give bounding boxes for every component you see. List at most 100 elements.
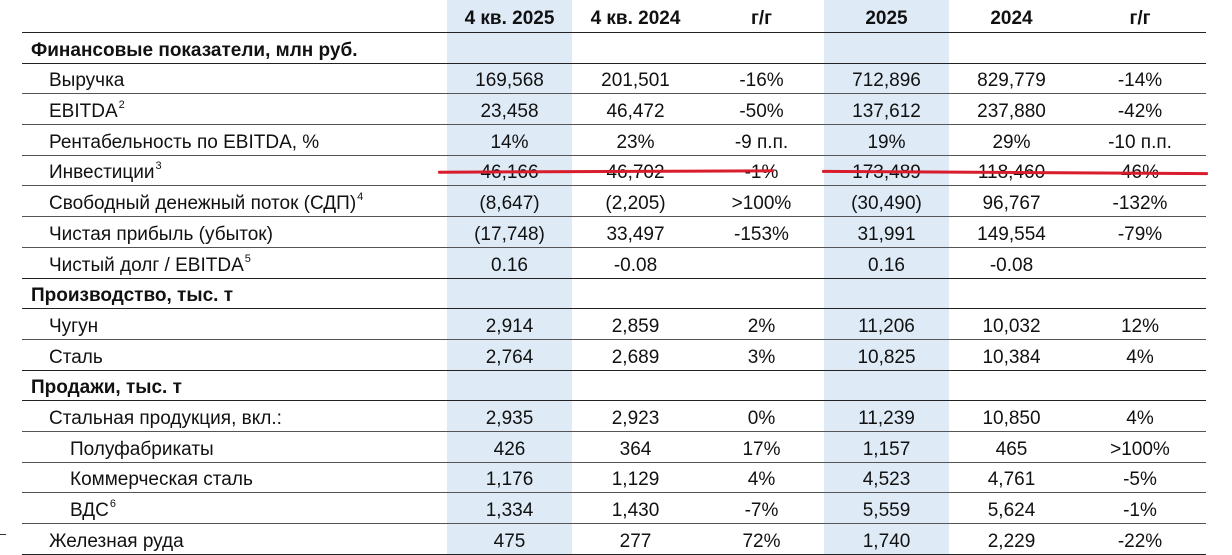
cell-yoy-quarter: -153%: [699, 216, 824, 248]
cell-q4-2025: 426: [447, 430, 572, 463]
cell-q4-2025: (8,647): [447, 185, 572, 217]
cell-fy-2025: 137,612: [824, 93, 949, 125]
cell-q4-2024: 23%: [572, 124, 699, 156]
cell-yoy-quarter: 17%: [699, 430, 824, 463]
cell-yoy-quarter: 3%: [699, 338, 824, 371]
cell-q4-2024: 33,497: [572, 216, 699, 248]
table-row-ebitda-margin: Рентабельность по EBITDA, % 14% 23% -9 п…: [22, 124, 1206, 156]
row-label: Чистая прибыль (убыток): [22, 216, 447, 248]
page-edge-mark: [0, 534, 6, 535]
row-label: Полуфабрикаты: [22, 430, 447, 463]
cell-fy-2025: 4,523: [824, 461, 949, 493]
table-row-steel-products: Стальная продукция, вкл.: 2,935 2,923 0%…: [22, 400, 1206, 432]
cell-q4-2024: 2,923: [572, 400, 699, 432]
header-fy-2024: 2024: [990, 8, 1033, 29]
table-row-steel: Сталь 2,764 2,689 3% 10,825 10,384 4%: [22, 338, 1206, 371]
cell-q4-2025: 14%: [447, 124, 572, 156]
cell-q4-2024: 2,689: [572, 338, 699, 371]
cell-yoy-year: -1%: [1074, 492, 1206, 524]
section-header-financial: Финансовые показатели, млн руб.: [22, 32, 1206, 64]
cell-yoy-year: 46%: [1074, 154, 1206, 186]
cell-q4-2024: 1,129: [572, 461, 699, 493]
cell-fy-2025: (30,490): [824, 185, 949, 217]
row-label: Чугун: [22, 308, 447, 340]
cell-fy-2024: 10,850: [949, 400, 1074, 432]
cell-fy-2024: 829,779: [949, 62, 1074, 94]
cell-fy-2024: 4,761: [949, 461, 1074, 493]
row-label: Инвестиции3: [22, 154, 447, 186]
section-title: Финансовые показатели, млн руб.: [22, 32, 447, 64]
cell-fy-2025: 5,559: [824, 492, 949, 524]
row-label: Коммерческая сталь: [22, 461, 447, 493]
row-label: Сталь: [22, 338, 447, 371]
header-row: 4 кв. 2025 4 кв. 2024 г/г 2025 2024 г/г: [22, 0, 1206, 33]
cell-yoy-year: 4%: [1074, 400, 1206, 432]
table-row-net-debt-ebitda: Чистый долг / EBITDA5 0.16 -0.08 0.16 -0…: [22, 246, 1206, 278]
header-label-cell: [22, 0, 447, 33]
header-q4-2025: 4 кв. 2025: [447, 0, 572, 33]
cell-fy-2025: 31,991: [824, 216, 949, 248]
cell-q4-2024: 46,472: [572, 93, 699, 125]
cell-fy-2024: 10,384: [949, 338, 1074, 371]
cell-fy-2025: 11,239: [824, 400, 949, 432]
footnote-mark: 3: [155, 160, 162, 173]
cell-yoy-quarter: 0%: [699, 400, 824, 432]
cell-yoy-quarter: -9 п.п.: [699, 124, 824, 156]
cell-q4-2025: (17,748): [447, 216, 572, 248]
cell-yoy-year: 12%: [1074, 308, 1206, 340]
cell-fy-2024: 237,880: [949, 93, 1074, 125]
cell-q4-2025: 2,764: [447, 338, 572, 371]
cell-fy-2025: 712,896: [824, 62, 949, 94]
cell-fy-2024: 5,624: [949, 492, 1074, 524]
section-header-sales: Продажи, тыс. т: [22, 369, 1206, 401]
cell-q4-2025: 1,334: [447, 492, 572, 524]
cell-yoy-quarter: >100%: [699, 185, 824, 217]
table-row-revenue: Выручка 169,568 201,501 -16% 712,896 829…: [22, 62, 1206, 94]
footnote-mark: 2: [118, 99, 125, 112]
header-yoy-year: г/г: [1129, 8, 1151, 29]
cell-fy-2025: 11,206: [824, 308, 949, 340]
cell-q4-2024: 1,430: [572, 492, 699, 524]
cell-q4-2025: 2,935: [447, 400, 572, 432]
cell-q4-2025: 1,176: [447, 461, 572, 493]
cell-q4-2025: 2,914: [447, 308, 572, 340]
row-label: Чистый долг / EBITDA5: [22, 246, 447, 278]
cell-yoy-year: -132%: [1074, 185, 1206, 217]
cell-q4-2024: 364: [572, 430, 699, 463]
cell-q4-2025: 23,458: [447, 93, 572, 125]
header-yoy-quarter: г/г: [750, 8, 773, 29]
cell-yoy-quarter: 2%: [699, 308, 824, 340]
cell-q4-2024: 2,859: [572, 308, 699, 340]
header-q4-2024: 4 кв. 2024: [590, 8, 681, 29]
cell-yoy-quarter: [699, 246, 824, 278]
table-row-high-value-added: ВДС6 1,334 1,430 -7% 5,559 5,624 -1%: [22, 492, 1206, 524]
cell-fy-2024: 96,767: [949, 185, 1074, 217]
cell-q4-2024: 201,501: [572, 62, 699, 94]
table-row-net-profit: Чистая прибыль (убыток) (17,748) 33,497 …: [22, 216, 1206, 248]
cell-yoy-year: [1074, 246, 1206, 278]
cell-q4-2025: 169,568: [447, 62, 572, 94]
header-fy-2025: 2025: [824, 0, 949, 33]
footnote-mark: 4: [357, 191, 364, 204]
cell-fy-2025: 0.16: [824, 246, 949, 278]
cell-fy-2025: 1,157: [824, 430, 949, 463]
table-row-free-cash-flow: Свободный денежный поток (СДП)4 (8,647) …: [22, 185, 1206, 217]
row-label: Рентабельность по EBITDA, %: [22, 124, 447, 156]
row-label: Стальная продукция, вкл.:: [22, 400, 447, 432]
cell-yoy-quarter: -7%: [699, 492, 824, 524]
table-row-ebitda: EBITDA2 23,458 46,472 -50% 137,612 237,8…: [22, 93, 1206, 125]
row-label: Выручка: [22, 62, 447, 94]
cell-fy-2024: -0.08: [949, 246, 1074, 278]
row-label: Свободный денежный поток (СДП)4: [22, 185, 447, 217]
table-row-pig-iron: Чугун 2,914 2,859 2% 11,206 10,032 12%: [22, 308, 1206, 340]
cell-yoy-year: 4%: [1074, 338, 1206, 371]
cell-yoy-year: -5%: [1074, 461, 1206, 493]
cell-yoy-year: >100%: [1074, 430, 1206, 463]
row-label: ВДС6: [22, 492, 447, 524]
cell-q4-2025: 0.16: [447, 246, 572, 278]
section-title: Производство, тыс. т: [22, 277, 447, 309]
table-row-commercial-steel: Коммерческая сталь 1,176 1,129 4% 4,523 …: [22, 461, 1206, 493]
cell-fy-2024: 465: [949, 430, 1074, 463]
cell-yoy-year: -10 п.п.: [1074, 124, 1206, 156]
cell-yoy-year: -79%: [1074, 216, 1206, 248]
